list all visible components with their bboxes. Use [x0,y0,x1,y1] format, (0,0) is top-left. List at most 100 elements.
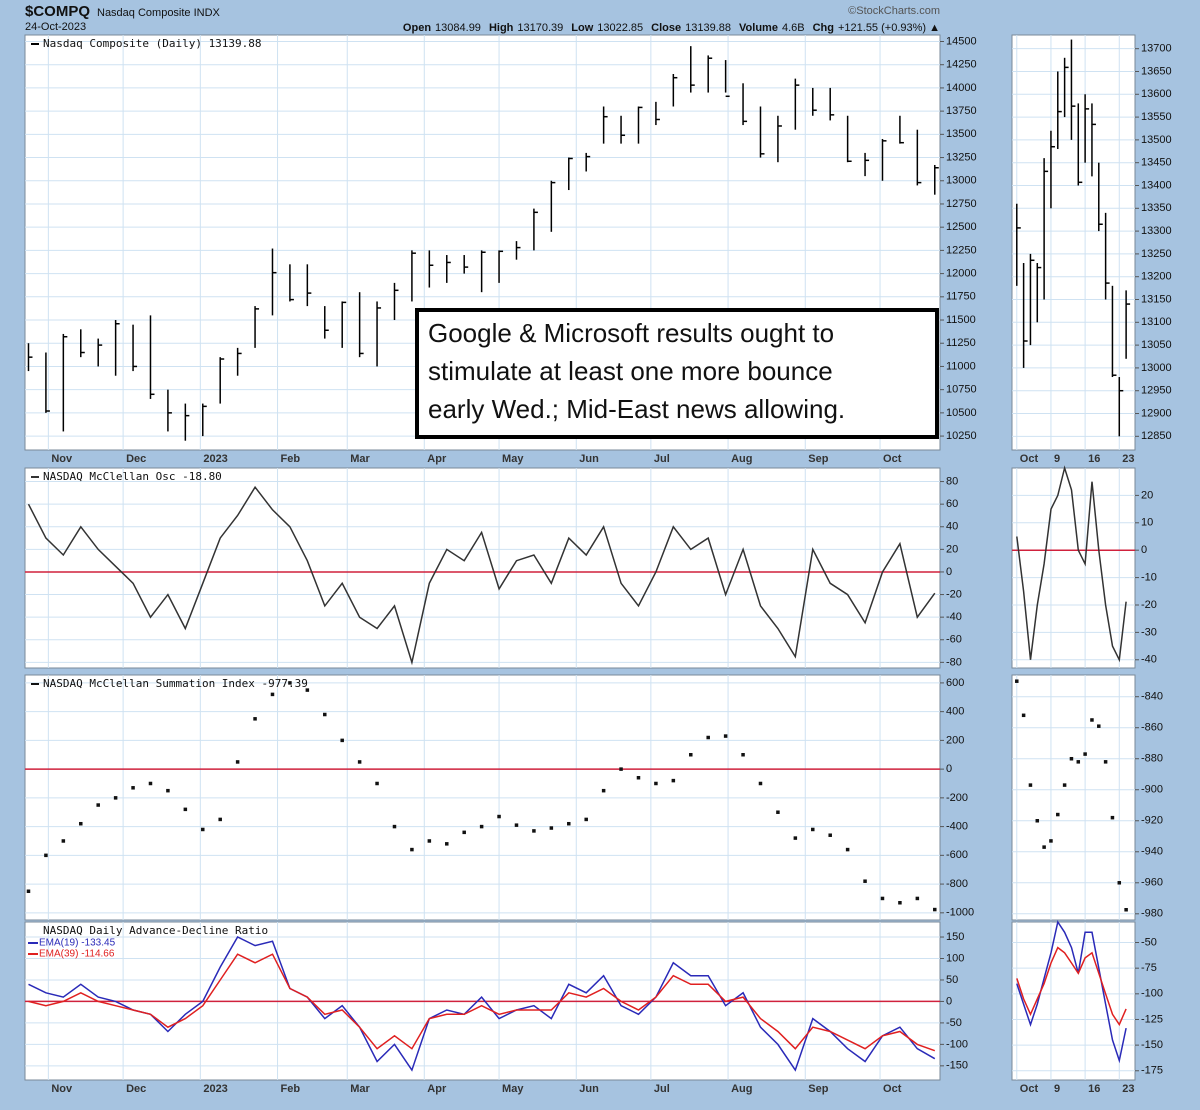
y-tick-label: 0 [1141,544,1147,556]
panels: 1025010500107501100011250115001175012000… [24,34,1172,1095]
quote-label: Volume [739,22,778,34]
dot [410,847,414,852]
y-tick-label: -1000 [946,907,974,919]
y-tick-label: 14250 [946,59,977,71]
series-line [28,936,936,1072]
y-tick-label: 11500 [946,314,976,326]
y-tick-label: 10 [1141,517,1153,529]
y-tick-label: -150 [946,1060,968,1072]
y-tick-label: 150 [946,931,964,943]
dot [148,781,153,786]
dot [427,839,432,843]
quote-value: 13139.88 [685,22,731,34]
dot [723,734,728,738]
dot [741,753,745,757]
annotation-line: early Wed.; Mid-East news allowing. [428,394,845,424]
x-tick-label: 9 [1054,453,1060,465]
y-tick-label: 600 [946,677,964,689]
dot [26,889,31,894]
y-tick-label: -400 [946,821,968,833]
dot [288,681,292,685]
dot [915,896,920,901]
y-tick-label: 13250 [1141,248,1172,260]
quote-label: Open [403,22,431,34]
x-tick-label: Sep [808,1083,828,1095]
dot [793,836,798,840]
y-tick-label: -30 [1141,626,1157,638]
y-tick-label: -100 [946,1038,968,1050]
y-tick-label: 13000 [1141,362,1172,374]
y-tick-label: 13600 [1141,88,1172,100]
x-tick-label: Aug [731,1083,752,1095]
y-tick-label: -900 [1141,784,1163,796]
y-tick-label: -880 [1141,753,1163,765]
y-tick-label: 400 [946,706,964,718]
y-tick-label: -125 [1141,1013,1163,1025]
quote-label: Chg [813,22,834,34]
x-tick-label: Dec [126,1083,146,1095]
x-tick-label: Jun [579,453,599,465]
y-tick-label: 13050 [1141,339,1172,351]
dot [201,827,205,832]
dot [1015,679,1019,683]
dot [1103,760,1108,764]
dot [479,824,484,829]
x-tick-label: Nov [51,453,73,465]
y-tick-label: 50 [946,974,958,986]
y-tick-label: -60 [946,634,962,646]
y-tick-label: -800 [946,878,968,890]
y-tick-label: -150 [1141,1039,1163,1051]
x-tick-label: 2023 [203,453,227,465]
y-tick-label: 14500 [946,35,977,47]
y-tick-label: 0 [946,995,952,1007]
x-tick-label: Apr [427,453,447,465]
dot [270,692,275,697]
y-tick-label: 20 [1141,489,1153,501]
quote-label: High [489,22,514,34]
dot [113,796,118,800]
dot [689,753,693,757]
dot [235,760,240,764]
dot [305,688,310,692]
y-tick-label: -20 [946,588,962,600]
y-tick-label: 10250 [946,430,977,442]
x-tick-label: 23 [1122,1083,1134,1095]
y-tick-label: 12750 [946,198,977,210]
dot [776,810,780,814]
x-tick-label: Oct [1020,1083,1039,1095]
legend-label: EMA(19) -133.45 [39,938,116,949]
y-tick-label: 11250 [946,337,976,349]
y-tick-label: -960 [1141,877,1163,889]
dot [445,842,449,846]
quote-value: 13084.99 [435,22,481,34]
dot [253,717,257,721]
series-line [1016,946,1127,1027]
x-tick-label: May [502,453,524,465]
x-tick-label: 23 [1122,453,1134,465]
dot [1117,881,1122,885]
x-tick-label: Mar [350,453,370,465]
dot [1042,845,1046,849]
dot [1049,839,1053,843]
panel [1011,921,1136,1081]
y-tick-label: -50 [946,1017,962,1029]
y-tick-label: 13250 [946,151,977,163]
dot [166,788,170,793]
x-tick-label: Feb [281,1083,301,1095]
dot [828,833,832,837]
dot [1076,760,1081,764]
y-tick-label: 11000 [946,360,976,372]
x-tick-label: 16 [1088,1083,1100,1095]
x-tick-label: Aug [731,453,752,465]
series-line [1016,465,1127,663]
dot [619,767,623,771]
y-tick-label: 80 [946,475,958,487]
y-tick-label: 13000 [946,175,977,187]
dot [863,879,867,883]
x-tick-label: Feb [281,453,301,465]
dot [1083,752,1087,756]
panel [1011,674,1136,921]
y-tick-label: -940 [1141,846,1163,858]
quote-value: +121.55 (+0.93%) ▲ [838,22,940,34]
